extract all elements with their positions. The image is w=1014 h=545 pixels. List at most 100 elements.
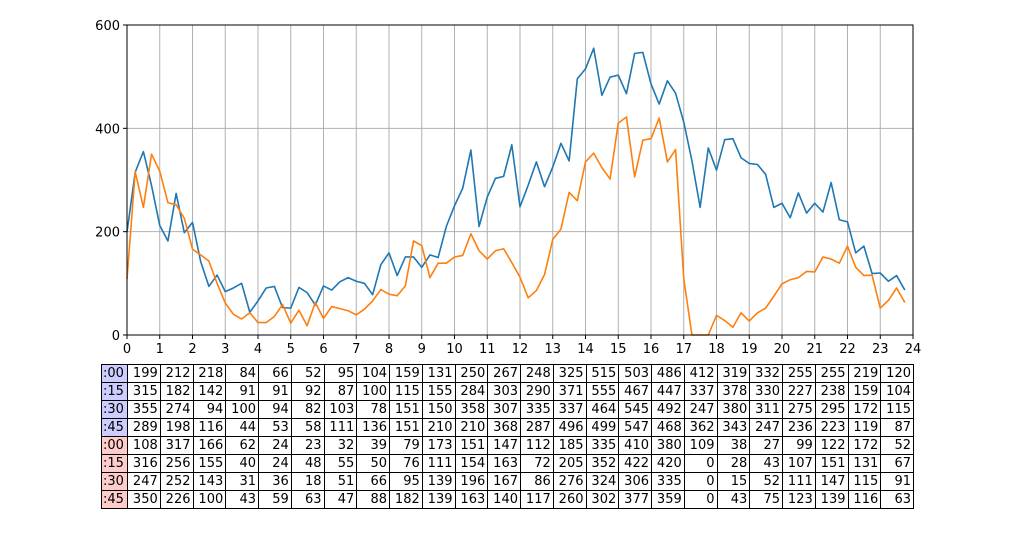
- table-cell: 358: [454, 400, 489, 419]
- table-cell: 467: [618, 382, 652, 401]
- table-cell: 94: [258, 400, 292, 419]
- x-tick-label: 17: [675, 342, 692, 357]
- table-cell: 219: [847, 364, 882, 383]
- table-cell: 88: [356, 490, 390, 509]
- table-cell: 350: [127, 490, 161, 509]
- table-cell: 412: [683, 364, 718, 383]
- table-cell: 52: [290, 364, 325, 383]
- table-cell: 159: [847, 382, 882, 401]
- table-cell: 276: [552, 472, 587, 491]
- table-cell: 92: [290, 382, 325, 401]
- table-cell: 131: [421, 364, 456, 383]
- x-tick-label: 23: [872, 342, 889, 357]
- row-label: :30: [101, 400, 128, 419]
- table-cell: 311: [749, 400, 783, 419]
- table-cell: 66: [258, 364, 292, 383]
- table-cell: 87: [323, 382, 358, 401]
- x-tick-label: 2: [188, 342, 196, 357]
- x-tick-label: 10: [446, 342, 463, 357]
- x-tick-label: 1: [156, 342, 164, 357]
- table-cell: 547: [618, 418, 652, 437]
- table-cell: 0: [683, 472, 718, 491]
- table-cell: 116: [847, 490, 882, 509]
- table-cell: 59: [258, 490, 292, 509]
- table-cell: 252: [159, 472, 194, 491]
- table-cell: 289: [127, 418, 161, 437]
- series-line-1: [126, 47, 906, 314]
- table-cell: 95: [389, 472, 423, 491]
- table-cell: 250: [454, 364, 489, 383]
- table-cell: 166: [192, 436, 227, 455]
- table-cell: 307: [487, 400, 521, 419]
- table-cell: 111: [323, 418, 358, 437]
- table-cell: 24: [258, 454, 292, 473]
- x-tick-label: 11: [479, 342, 496, 357]
- x-tick-label: 14: [577, 342, 594, 357]
- table-cell: 104: [880, 382, 914, 401]
- table-cell: 55: [323, 454, 358, 473]
- data-table: :00 199 212 218 84 66 52 95 104 159 131 250 267 248 32…: [101, 364, 914, 509]
- x-tick-label: 8: [385, 342, 393, 357]
- table-cell: 43: [225, 490, 259, 509]
- table-row: :15 316 256 155 40 24 48 55 50 76 111 154 163 72 205 35…: [101, 454, 914, 473]
- table-cell: 154: [454, 454, 489, 473]
- x-tick-label: 3: [221, 342, 229, 357]
- table-cell: 40: [225, 454, 259, 473]
- table-cell: 103: [323, 400, 358, 419]
- table-cell: 63: [880, 490, 914, 509]
- table-cell: 248: [520, 364, 554, 383]
- row-label: :00: [101, 364, 128, 383]
- table-cell: 99: [782, 436, 816, 455]
- table-cell: 28: [716, 454, 751, 473]
- x-tick-label: 7: [352, 342, 360, 357]
- table-cell: 371: [552, 382, 587, 401]
- table-cell: 196: [454, 472, 489, 491]
- table-cell: 58: [290, 418, 325, 437]
- table-cell: 247: [749, 418, 783, 437]
- table-cell: 515: [585, 364, 620, 383]
- table-row: :45 289 198 116 44 53 58 111 136 151 210 210 368 287 4…: [101, 418, 914, 437]
- table-cell: 43: [749, 454, 783, 473]
- table-cell: 109: [683, 436, 718, 455]
- table-cell: 51: [323, 472, 358, 491]
- table-cell: 163: [487, 454, 521, 473]
- table-cell: 267: [487, 364, 521, 383]
- table-cell: 447: [651, 382, 685, 401]
- table-cell: 325: [552, 364, 587, 383]
- x-tick-label: 15: [610, 342, 627, 357]
- table-cell: 131: [847, 454, 882, 473]
- table-cell: 76: [389, 454, 423, 473]
- x-tick-label: 18: [708, 342, 725, 357]
- table-cell: 503: [618, 364, 652, 383]
- table-cell: 75: [749, 490, 783, 509]
- x-tick-label: 22: [839, 342, 856, 357]
- table-cell: 15: [716, 472, 751, 491]
- table-cell: 319: [716, 364, 751, 383]
- table-cell: 151: [389, 418, 423, 437]
- table-cell: 226: [159, 490, 194, 509]
- table-cell: 0: [683, 490, 718, 509]
- table-cell: 111: [782, 472, 816, 491]
- y-axis: 0 200 400 600: [95, 19, 127, 344]
- table-cell: 147: [487, 436, 521, 455]
- table-cell: 464: [585, 400, 620, 419]
- table-cell: 100: [225, 400, 259, 419]
- table-cell: 122: [814, 436, 849, 455]
- table-cell: 255: [814, 364, 849, 383]
- table-cell: 31: [225, 472, 259, 491]
- table-cell: 84: [225, 364, 259, 383]
- table-cell: 139: [421, 490, 456, 509]
- table-cell: 91: [880, 472, 914, 491]
- table-cell: 39: [356, 436, 390, 455]
- table-cell: 151: [454, 436, 489, 455]
- row-label: :15: [101, 382, 128, 401]
- x-tick-label: 16: [643, 342, 660, 357]
- table-cell: 496: [552, 418, 587, 437]
- table-cell: 0: [683, 454, 718, 473]
- y-tick-label: 0: [112, 329, 120, 344]
- table-cell: 368: [487, 418, 521, 437]
- table-cell: 67: [880, 454, 914, 473]
- table-cell: 212: [159, 364, 194, 383]
- table-cell: 362: [683, 418, 718, 437]
